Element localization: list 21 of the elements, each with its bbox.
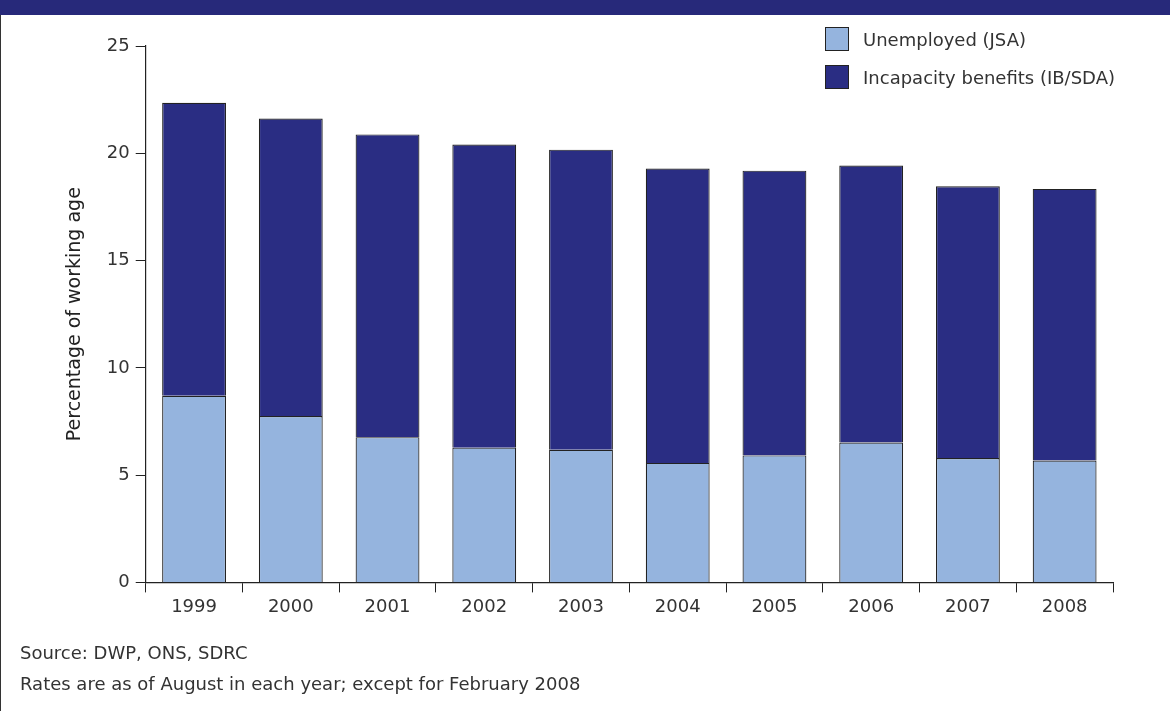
x-tick-label: 2001 <box>364 594 411 616</box>
legend-label: Incapacity benefits (IB/SDA) <box>863 66 1115 88</box>
x-tick-label: 2008 <box>1041 594 1088 616</box>
y-tick-label: 5 <box>118 462 130 484</box>
y-tick-label: 10 <box>106 355 130 377</box>
x-tick-label: 2002 <box>461 594 508 616</box>
y-tick-label: 25 <box>106 33 130 55</box>
y-tick-label: 15 <box>106 248 130 270</box>
y-tick-label: 0 <box>118 570 130 592</box>
x-tick-label: 2007 <box>945 594 991 616</box>
text: Rates are as of August in each year; except for February 2008 <box>20 672 581 696</box>
x-tick-label: 2006 <box>848 594 895 616</box>
x-tick-label: 2000 <box>267 594 314 616</box>
y-tick-label: 20 <box>106 140 130 162</box>
x-tick-label: 2005 <box>751 594 798 616</box>
y-axis-title: Percentage of working age <box>62 187 85 442</box>
x-tick-label: 2004 <box>654 594 701 616</box>
source-note: Source: DWP, ONS, SDRC <box>20 641 249 665</box>
x-tick-label: 1999 <box>171 594 217 616</box>
x-tick-label: 2003 <box>558 594 604 616</box>
legend-label: Unemployed (JSA) <box>863 28 1026 50</box>
